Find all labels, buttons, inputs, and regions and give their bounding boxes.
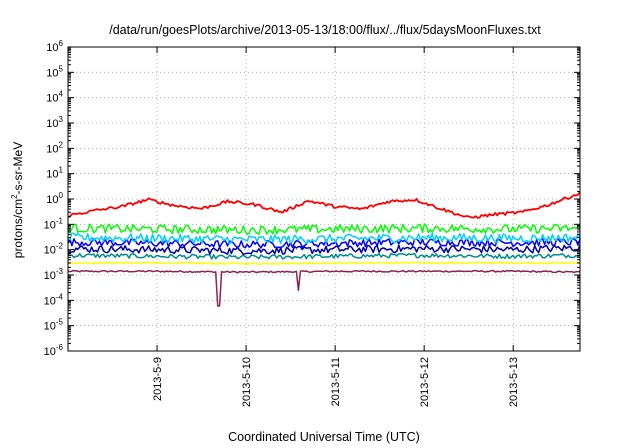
- y-tick-base: 10: [44, 270, 56, 282]
- y-tick-exponent: -2: [56, 242, 64, 251]
- series-layer: [67, 191, 581, 307]
- x-axis-label: Coordinated Universal Time (UTC): [228, 430, 420, 444]
- y-tick-exponent: 6: [59, 39, 64, 48]
- y-tick-label: 10-3: [44, 267, 64, 282]
- y-tick-label: 10-4: [44, 292, 64, 307]
- y-tick-label: 100: [46, 191, 63, 206]
- y-tick-base: 10: [44, 245, 56, 257]
- x-tick-label: 2013-5-9: [152, 357, 164, 401]
- y-tick-label: 10-5: [44, 318, 64, 333]
- plot-area: [67, 46, 581, 352]
- y-tick-exponent: -1: [56, 216, 64, 225]
- y-tick-exponent: 1: [59, 166, 64, 175]
- series-line: [67, 191, 581, 219]
- y-tick-exponent: -3: [56, 267, 64, 276]
- y-tick-exponent: 5: [59, 64, 64, 73]
- y-tick-exponent: -4: [56, 292, 64, 301]
- y-tick-exponent: -6: [56, 343, 64, 352]
- series-line: [67, 223, 581, 236]
- y-tick-base: 10: [44, 346, 56, 358]
- y-tick-base: 10: [46, 118, 58, 130]
- y-tick-exponent: 4: [59, 90, 64, 99]
- y-tick-label: 101: [46, 166, 63, 181]
- y-tick-exponent: 3: [59, 115, 64, 124]
- y-tick-label: 104: [46, 90, 63, 105]
- x-tick-label: 2013-5-10: [241, 357, 253, 407]
- y-tick-exponent: -5: [56, 318, 64, 327]
- grid-lines: [68, 47, 580, 351]
- y-tick-exponent: 2: [59, 140, 64, 149]
- y-tick-base: 10: [46, 42, 58, 54]
- x-tick-label: 2013-5-13: [508, 357, 520, 407]
- y-tick-base: 10: [44, 219, 56, 231]
- y-tick-base: 10: [46, 169, 58, 181]
- series-line: [67, 252, 581, 260]
- y-axis-label-sup: 2: [10, 194, 19, 199]
- series-line: [67, 237, 581, 249]
- y-tick-label: 103: [46, 115, 63, 130]
- series-line: [67, 269, 581, 307]
- chart-title: /data/run/goesPlots/archive/2013-05-13/1…: [109, 23, 541, 37]
- series-line: [67, 232, 581, 245]
- y-tick-label: 106: [46, 39, 63, 54]
- x-tick-label: 2013-5-12: [419, 357, 431, 407]
- series-line: [67, 261, 581, 266]
- y-tick-label: 10-6: [44, 343, 64, 358]
- y-tick-base: 10: [44, 321, 56, 333]
- y-tick-exponent: 0: [59, 191, 64, 200]
- y-axis-label: protons/cm2-s-sr-MeV: [10, 142, 25, 258]
- y-tick-label: 102: [46, 140, 63, 155]
- y-tick-label: 10-1: [44, 216, 64, 231]
- y-axis-label-suffix: -s-sr-MeV: [11, 142, 25, 195]
- y-tick-base: 10: [46, 194, 58, 206]
- y-tick-label: 10-2: [44, 242, 64, 257]
- y-tick-base: 10: [46, 143, 58, 155]
- y-tick-base: 10: [46, 67, 58, 79]
- y-axis-ticks: 10-610-510-410-310-210-11001011021031041…: [44, 39, 580, 358]
- x-axis-ticks: 2013-5-9 2013-5-10 2013-5-11 2013-5-12 2013-…: [152, 47, 520, 407]
- y-tick-base: 10: [46, 93, 58, 105]
- series-line: [67, 244, 581, 256]
- y-tick-base: 10: [44, 295, 56, 307]
- x-tick-label: 2013-5-11: [330, 357, 342, 406]
- y-tick-label: 105: [46, 64, 63, 79]
- y-axis-label-prefix: protons/cm: [11, 199, 25, 258]
